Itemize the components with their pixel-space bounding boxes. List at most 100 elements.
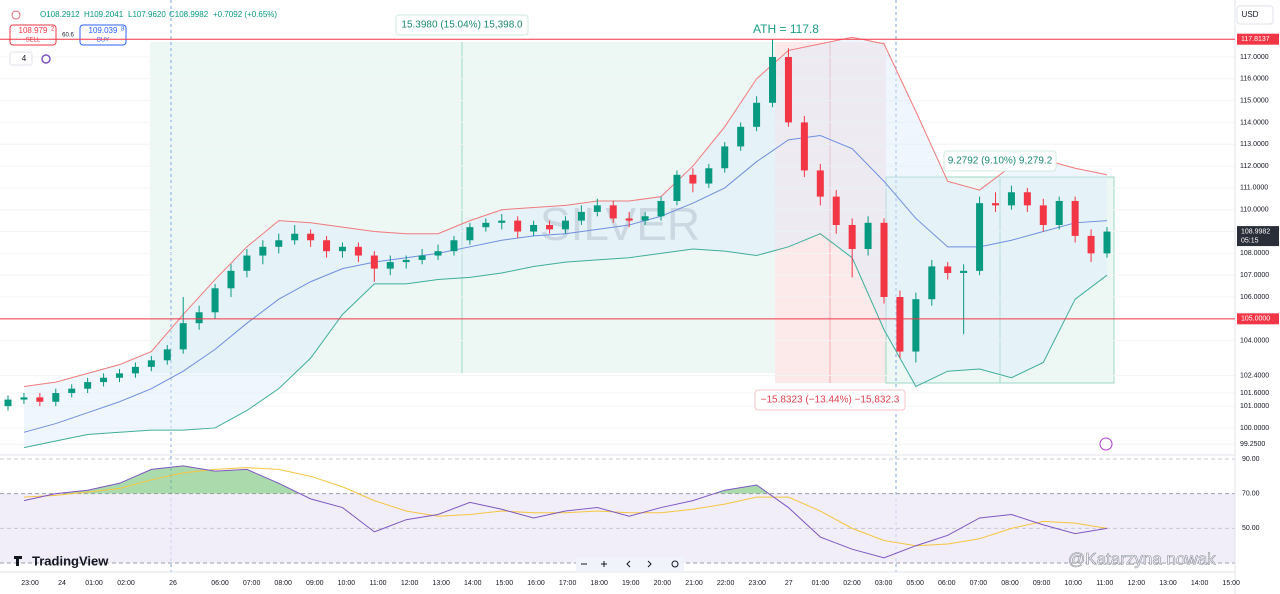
candle-body xyxy=(498,220,506,223)
buy-sup: 8 xyxy=(121,27,125,33)
candle-body xyxy=(641,216,649,221)
logo: TradingView xyxy=(32,553,109,568)
sell-button[interactable] xyxy=(9,24,57,46)
candle-body xyxy=(466,227,474,241)
candle-body xyxy=(131,366,139,374)
alert-icon[interactable] xyxy=(1099,437,1113,451)
candle-body xyxy=(323,240,331,252)
candle-body xyxy=(275,240,283,247)
candle-body xyxy=(307,233,315,241)
x-tick-label: 15:00 xyxy=(1222,580,1240,587)
x-tick-label: 11:00 xyxy=(370,580,387,587)
y-tick-label: 111.0000 xyxy=(1240,185,1268,192)
candle-body xyxy=(673,174,681,201)
price-badge xyxy=(1237,226,1279,247)
candle-body xyxy=(609,205,617,219)
candle-body xyxy=(147,360,155,367)
x-tick-label: 10:00 xyxy=(338,580,356,587)
candle-body xyxy=(36,397,44,402)
zoom-in[interactable] xyxy=(601,561,607,567)
x-tick-label: 05:00 xyxy=(906,580,924,587)
candle-body xyxy=(530,224,538,232)
range-label: 9.2792 (9.10%) 9,279.2 xyxy=(948,156,1053,167)
scroll-left[interactable] xyxy=(626,560,631,568)
indicator-toggle[interactable] xyxy=(9,51,33,66)
candle-body xyxy=(4,399,12,407)
rsi-pane: 90.00 70.00 50.00 xyxy=(0,456,1260,564)
y-tick-label: 113.0000 xyxy=(1240,141,1269,148)
x-tick-label: 06:00 xyxy=(938,580,956,587)
x-tick-label: 19:00 xyxy=(622,580,640,587)
ath-label: ATH = 117.8 xyxy=(753,22,819,36)
candle-body xyxy=(896,297,904,352)
candle-body xyxy=(354,246,362,256)
currency-button[interactable] xyxy=(1236,5,1274,25)
x-tick-label: 01:00 xyxy=(85,580,103,587)
candle-body xyxy=(115,373,123,378)
reset[interactable] xyxy=(671,560,679,568)
watermark-author: @Katarzyna nowak xyxy=(1068,549,1216,568)
candle-body xyxy=(514,220,522,232)
ohlc-low: L107.9620 xyxy=(128,10,166,19)
range-label: −15.8323 (−13.44%) −15,832.3 xyxy=(761,395,900,406)
candle-body xyxy=(434,251,442,256)
x-tick-label: 21:00 xyxy=(685,580,703,587)
candle-body xyxy=(338,246,346,252)
candle-body xyxy=(816,170,824,197)
x-tick-label: 20:00 xyxy=(654,580,672,587)
rsi-line xyxy=(23,467,1108,547)
symbol-icon[interactable] xyxy=(11,10,21,20)
logo-mark xyxy=(14,556,22,566)
candle-body xyxy=(976,203,984,271)
ohlc-change: +0.7092 (+0.65%) xyxy=(213,10,277,19)
candle-body xyxy=(1055,200,1063,225)
label-box xyxy=(395,14,529,36)
x-tick-label: 27 xyxy=(785,580,793,587)
candle-body xyxy=(84,382,92,389)
candle-body xyxy=(68,388,76,394)
candle-body xyxy=(992,203,1000,206)
band-fill xyxy=(23,37,1108,448)
candle-body xyxy=(195,312,203,324)
candle-body xyxy=(1103,231,1111,254)
candle-body xyxy=(243,255,251,271)
buy-label: BUY xyxy=(97,38,109,44)
candle-body xyxy=(1087,235,1095,254)
candle-body xyxy=(1039,205,1047,225)
candle-body xyxy=(769,56,777,103)
rsi-tick-label: 90.00 xyxy=(1242,456,1260,463)
y-tick-label: 104.0000 xyxy=(1240,337,1269,344)
candle-body xyxy=(689,174,697,184)
candle-body xyxy=(482,222,490,228)
y-tick-label: 101.0000 xyxy=(1240,403,1269,410)
x-tick-label: 09:00 xyxy=(306,580,324,587)
y-tick-label: 108.0000 xyxy=(1240,250,1269,257)
x-tick-label: 15:00 xyxy=(496,580,514,587)
buy-button[interactable] xyxy=(79,24,127,46)
x-tick-label: 14:00 xyxy=(1191,580,1209,587)
x-tick-label: 13:00 xyxy=(1159,580,1177,587)
candle-body xyxy=(546,224,554,230)
sell-price: 108.979 xyxy=(19,26,48,35)
price-badge-label: 117.8137 xyxy=(1241,36,1270,43)
candle-body xyxy=(20,397,28,400)
candle-body xyxy=(960,270,968,273)
x-tick-label: 08:00 xyxy=(274,580,292,587)
indicator-icon[interactable] xyxy=(41,54,51,64)
y-tick-label: 106.0000 xyxy=(1240,294,1269,301)
scroll-right[interactable] xyxy=(647,560,652,568)
candles xyxy=(4,39,1111,411)
y-tick-label: 107.0000 xyxy=(1240,272,1269,279)
x-tick-label: 17:00 xyxy=(559,580,577,587)
candle-body xyxy=(721,146,729,169)
buy-price: 109.039 xyxy=(89,26,118,35)
candle-body xyxy=(402,259,410,263)
candle-body xyxy=(657,200,665,217)
candle-body xyxy=(370,255,378,269)
candle-body xyxy=(800,122,808,171)
x-tick-label: 13:00 xyxy=(432,580,450,587)
x-tick-label: 11:00 xyxy=(1096,580,1113,587)
candle-body xyxy=(625,218,633,221)
x-tick-label: 07:00 xyxy=(243,580,261,587)
